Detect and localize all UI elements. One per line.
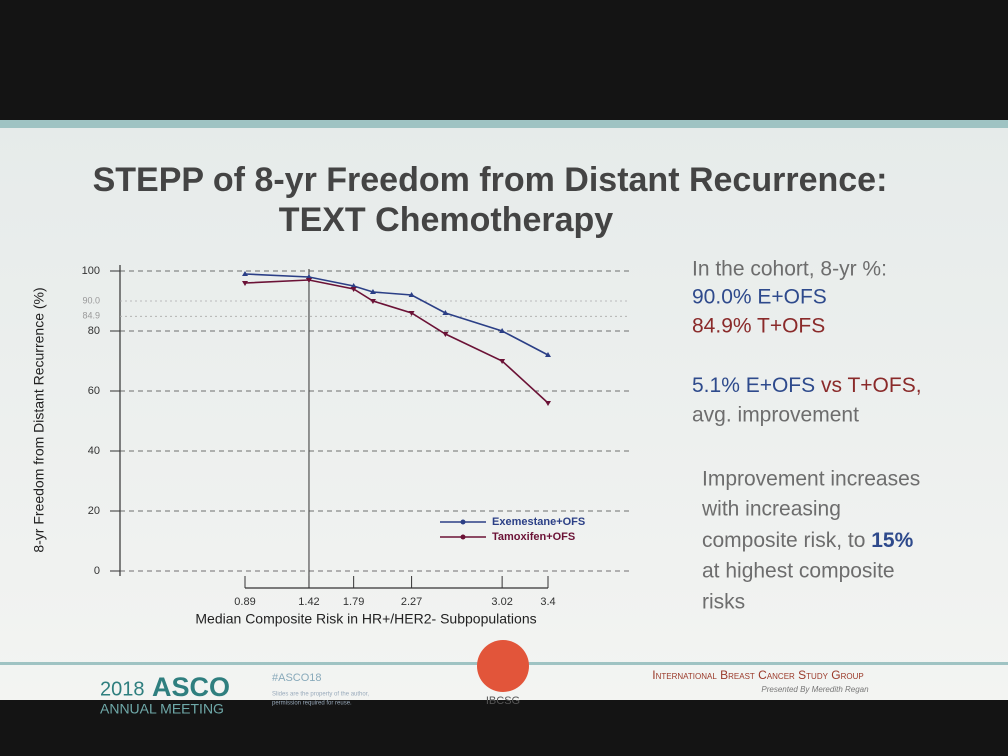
data-point [350, 283, 357, 288]
data-point [545, 401, 551, 406]
y-tick-label: 80 [88, 325, 100, 337]
data-point [499, 359, 506, 364]
y-tick-label: 60 [88, 385, 100, 397]
reference-label: 84.9 [82, 311, 100, 321]
note: with increasing [701, 498, 841, 521]
x-tick-label: 3.4 [540, 596, 555, 608]
legend-marker [460, 534, 466, 540]
data-point [408, 311, 415, 316]
title: STEPP of 8-yr Freedom from Distant Recur… [93, 161, 888, 199]
reference-label: 90.0 [82, 295, 100, 305]
x-tick-label: 0.89 [234, 596, 255, 608]
note-part: vs T+OFS, [821, 374, 922, 397]
slide [0, 120, 1008, 700]
data-point [442, 310, 449, 315]
note-part: 5.1% E+OFS [692, 374, 815, 397]
asco: ASCO [152, 672, 230, 702]
data-point [545, 352, 551, 357]
note: composite risk, to 15% [702, 529, 914, 552]
fine-print: Slides are the property of the author, [272, 692, 369, 698]
data-point [242, 281, 248, 286]
note: avg. improvement [692, 404, 859, 427]
logo-text: IBCSG [486, 695, 520, 707]
note: 90.0% E+OFS [692, 286, 827, 309]
x-tick-label: 1.79 [343, 596, 364, 608]
y-tick-label: 40 [88, 445, 100, 457]
note: at highest composite [702, 560, 895, 583]
note: Improvement increases [702, 468, 920, 491]
logo-globe [477, 640, 529, 692]
data-point [369, 299, 376, 304]
x-axis-label: Median Composite Risk in HR+/HER2- Subpo… [195, 611, 536, 627]
note-part: composite risk, to [702, 529, 865, 552]
data-point [408, 292, 415, 297]
note: In the cohort, 8-yr %: [692, 258, 887, 281]
group-name: International Breast Cancer Study Group [652, 668, 863, 682]
presenter: Presented By Meredith Regan [761, 685, 869, 694]
asco-year: 2018 [100, 678, 145, 700]
data-point [499, 328, 506, 333]
note-part: 15% [871, 529, 913, 552]
series-line [244, 273, 549, 356]
title: TEXT Chemotherapy [279, 201, 613, 239]
note: 5.1% E+OFS vs T+OFS, [692, 374, 922, 397]
x-tick-label: 1.42 [298, 596, 319, 608]
note: risks [702, 591, 745, 614]
legend-marker [460, 519, 466, 525]
note: 84.9% T+OFS [692, 315, 825, 338]
y-tick-label: 0 [94, 565, 100, 577]
data-point [442, 332, 449, 337]
asco-meeting: ANNUAL MEETING [100, 701, 224, 717]
legend-label: Tamoxifen+OFS [492, 531, 575, 543]
x-tick-label: 3.02 [491, 596, 512, 608]
data-point [305, 278, 312, 283]
series-line [244, 279, 549, 404]
hashtag: #ASCO18 [272, 672, 322, 684]
data-point [242, 271, 248, 276]
legend-label: Exemestane+OFS [492, 516, 585, 528]
plot: 0 20 40 60 80 100 90.0 84.9 0.89 1.42 1.79 2.27 3.02… [82, 265, 630, 608]
data-point [305, 274, 312, 279]
fine-print: permission required for reuse. [272, 701, 352, 707]
data-point [369, 289, 376, 294]
data-point [350, 287, 357, 292]
y-tick-label: 100 [82, 265, 100, 277]
y-axis-label: 8-yr Freedom from Distant Recurrence (%) [31, 287, 47, 552]
slide-top-band [0, 120, 1008, 128]
x-tick-label: 2.27 [401, 596, 422, 608]
y-tick-label: 20 [88, 505, 100, 517]
